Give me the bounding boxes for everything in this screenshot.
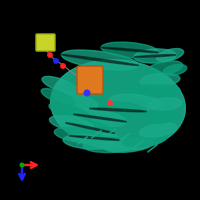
Ellipse shape: [49, 116, 95, 132]
Ellipse shape: [163, 65, 187, 75]
Ellipse shape: [101, 42, 159, 58]
Ellipse shape: [61, 50, 139, 70]
Ellipse shape: [140, 73, 180, 87]
Ellipse shape: [90, 108, 146, 112]
Circle shape: [108, 101, 112, 105]
Ellipse shape: [156, 49, 184, 61]
Circle shape: [20, 163, 24, 167]
Ellipse shape: [49, 103, 91, 121]
FancyBboxPatch shape: [77, 66, 103, 94]
Circle shape: [54, 59, 58, 63]
Ellipse shape: [101, 47, 159, 53]
Ellipse shape: [69, 131, 121, 145]
Ellipse shape: [123, 133, 167, 147]
Circle shape: [84, 90, 90, 96]
Ellipse shape: [66, 119, 114, 137]
Ellipse shape: [134, 55, 176, 57]
Ellipse shape: [127, 85, 173, 99]
Ellipse shape: [103, 138, 153, 152]
Ellipse shape: [51, 60, 185, 150]
Ellipse shape: [52, 91, 98, 109]
Ellipse shape: [109, 94, 161, 110]
Ellipse shape: [69, 136, 121, 140]
Ellipse shape: [54, 127, 102, 143]
Circle shape: [48, 53, 52, 57]
Ellipse shape: [147, 61, 183, 75]
Ellipse shape: [66, 123, 114, 133]
Ellipse shape: [73, 114, 127, 122]
Ellipse shape: [61, 54, 139, 66]
Ellipse shape: [42, 76, 78, 94]
Ellipse shape: [139, 123, 177, 137]
Ellipse shape: [148, 98, 182, 110]
Ellipse shape: [73, 110, 127, 126]
Ellipse shape: [144, 111, 180, 123]
Ellipse shape: [58, 66, 172, 134]
Ellipse shape: [41, 89, 75, 105]
Ellipse shape: [83, 137, 137, 153]
Ellipse shape: [90, 102, 146, 118]
Ellipse shape: [63, 135, 113, 149]
Circle shape: [61, 64, 65, 68]
Ellipse shape: [134, 49, 176, 63]
FancyBboxPatch shape: [36, 34, 55, 51]
Ellipse shape: [144, 85, 180, 97]
